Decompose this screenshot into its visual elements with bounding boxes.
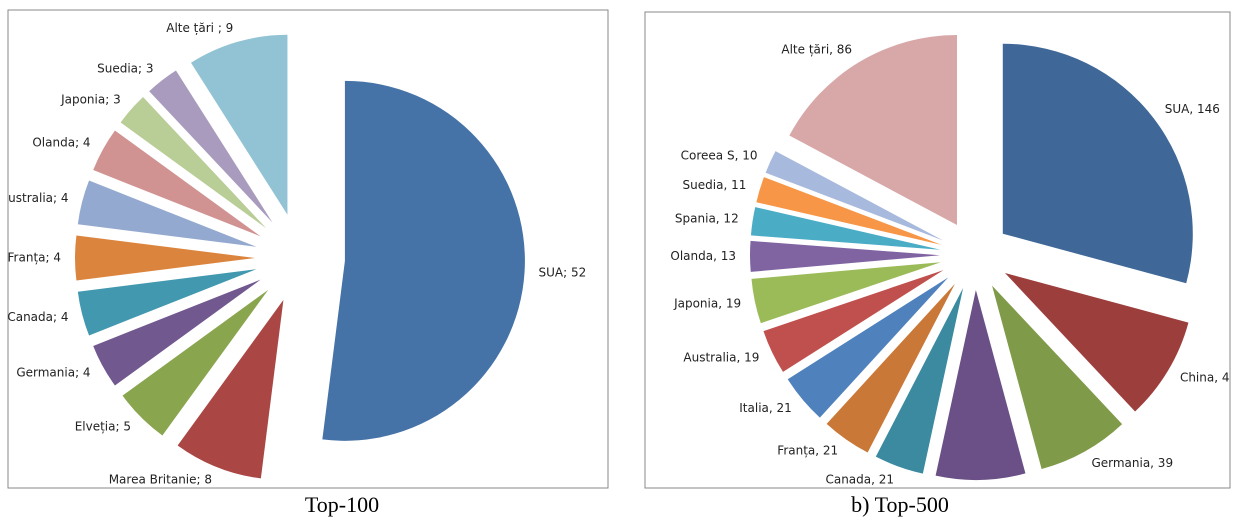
data-label: Spania, 12 [675,212,739,226]
pie-slice [787,277,949,418]
chart-title: b) Top-500 [851,492,949,517]
data-label: Elveția; 5 [75,419,131,433]
pie-slice [935,289,1026,480]
data-label: Suedia; 3 [97,62,153,76]
pie-slice [1005,273,1189,412]
pie-slice [77,180,257,247]
pie-slice [75,235,255,281]
data-label: Alte țări ; 9 [166,21,233,35]
data-label: SUA; 52 [539,266,587,280]
pie-slice [765,151,944,241]
chart-frame [644,11,1231,489]
pie-slice [122,289,269,436]
pie-slice [751,262,941,324]
data-label: Australia; 4 [0,191,69,205]
pie-slice [750,207,941,250]
data-label: Olanda, 13 [670,249,736,263]
data-label: Germania, 39 [1091,456,1173,470]
pie-slice [149,70,273,223]
data-label: Canada; 4 [7,310,68,324]
data-label: Marea Britanie; 8 [109,473,212,487]
data-label: Franța, 21 [777,443,838,457]
data-label: Canada, 21 [825,472,894,486]
data-label: Olanda; 4 [32,135,90,149]
pie: SUA; 52 Marea Britanie; 8 Elveția; 5 German… [0,21,587,487]
pie-slice [120,97,267,229]
data-label: Australia, 19 [683,351,759,365]
chart-frame [7,9,609,489]
pie-slice [1002,43,1193,284]
pie-slice [826,283,955,453]
pie-slice [750,240,941,272]
pie-slice [875,287,964,474]
pie-slice [756,177,942,245]
pie-slice [190,34,288,215]
data-label: SUA, 146 [1165,102,1220,116]
pie-slice [992,285,1123,469]
pie-slice [322,80,525,441]
pie-slice [77,269,257,336]
pie-slice [93,279,261,386]
data-label: Japonia, 19 [673,297,741,311]
pie-slice [177,299,284,479]
data-label: China, 44 [1180,370,1235,384]
pie-slice [789,34,957,225]
data-label: Marea Britanie, 38 [926,486,1037,500]
data-label: Alte țări, 86 [781,43,852,57]
data-label: Franța; 4 [8,251,61,265]
data-label: Suedia, 11 [683,178,747,192]
chart-title: Top-100 [305,492,379,517]
pie-slice [93,130,261,237]
pie: SUA, 146 China, 44 Germania, 39 Marea Brita… [670,34,1235,500]
data-label: Italia, 21 [739,401,792,415]
pie-slice [763,270,944,372]
data-label: Japonia; 3 [60,92,121,106]
data-label: Germania; 4 [16,366,90,380]
data-label: Coreea S, 10 [681,148,758,162]
